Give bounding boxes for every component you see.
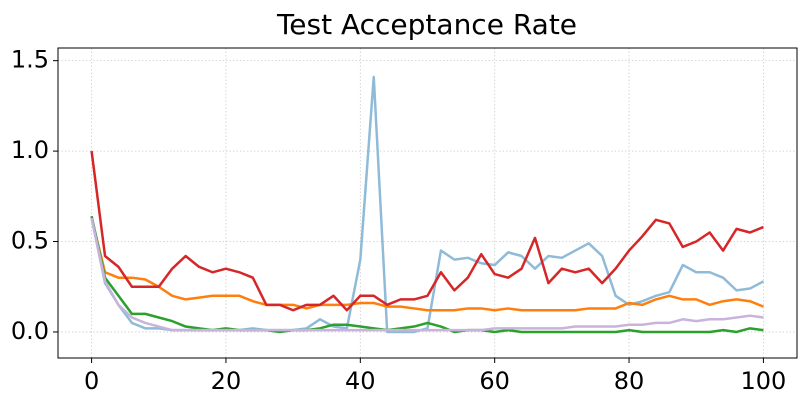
x-tick-label: 40 [345,367,376,395]
plot-frame [57,47,798,359]
x-tick-label: 60 [479,367,510,395]
x-tick-label: 100 [741,367,787,395]
data-line [90,215,764,334]
chart-title: Test Acceptance Rate [276,8,577,41]
x-tick-label: 0 [84,367,99,395]
y-tick-label: 0.5 [11,227,49,255]
data-line [90,217,764,312]
x-tick-label: 80 [614,367,645,395]
data-line [90,217,764,332]
y-tick-label: 1.0 [11,136,49,164]
y-tick-label: 1.5 [11,46,49,74]
y-tick-label: 0.0 [11,317,49,345]
x-tick-label: 20 [211,367,242,395]
data-line [90,150,764,312]
